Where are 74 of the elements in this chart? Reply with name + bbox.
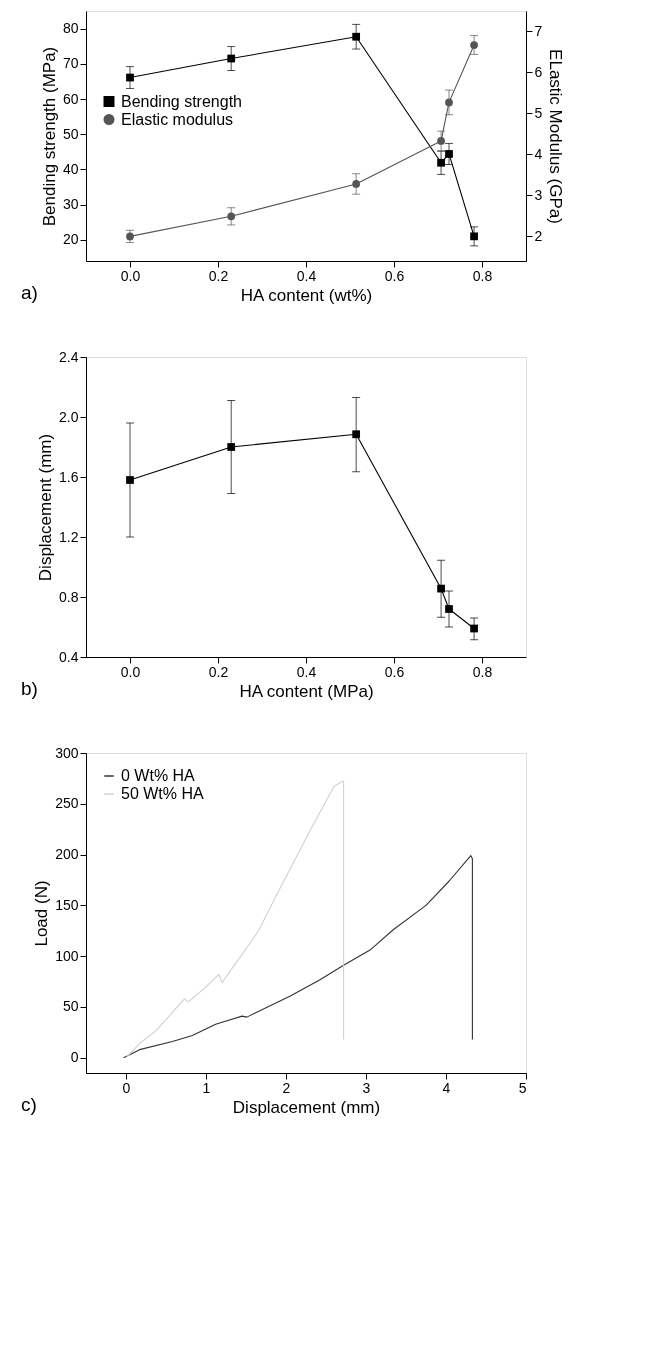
point <box>445 98 453 107</box>
text: b) <box>21 678 38 699</box>
text: c) <box>21 1094 37 1115</box>
y-tick-label: 0 <box>70 1049 79 1066</box>
line-series <box>123 855 473 1059</box>
y-tick-label: 40 <box>62 160 79 177</box>
point <box>227 443 236 451</box>
y-tick-label: 2.4 <box>59 348 79 365</box>
y-tick-label: 2.0 <box>59 408 79 425</box>
x-axis-title: HA content (MPa) <box>239 681 374 701</box>
point <box>445 150 453 158</box>
point <box>437 137 445 145</box>
x-tick-label: 0.2 <box>208 663 229 680</box>
x-tick-label: 0.6 <box>384 663 405 680</box>
y2-tick-label: 3 <box>534 186 543 203</box>
x-tick-label: 0.6 <box>384 267 405 284</box>
y-tick-label: 50 <box>62 125 79 142</box>
point <box>352 430 361 439</box>
y-tick-label: 200 <box>55 846 79 863</box>
x-tick-label: 0.8 <box>472 267 493 284</box>
y2-tick-label: 2 <box>534 227 543 244</box>
x-tick-label: 0.0 <box>120 663 141 680</box>
y-axis-title: Bending strength (MPa) <box>39 46 59 227</box>
legend-label: 50 Wt% HA <box>121 785 205 802</box>
x-tick-label: 0.2 <box>208 267 229 284</box>
x-tick-label: 0.0 <box>120 267 141 284</box>
y-tick-label: 30 <box>62 196 79 213</box>
y2-tick-label: 7 <box>534 22 543 39</box>
point <box>470 624 478 633</box>
y-tick-label: 0.8 <box>59 588 79 605</box>
y-tick-label: 300 <box>55 744 79 761</box>
y-tick-label: 70 <box>62 55 79 72</box>
y2-axis-title: ELastic Modulus (GPa) <box>546 49 566 224</box>
point <box>470 41 478 49</box>
y-tick-label: 80 <box>62 20 79 37</box>
y-tick-label: 20 <box>62 231 79 248</box>
point <box>227 54 236 63</box>
x-tick-label: 0 <box>122 1079 131 1096</box>
x-tick-label: 0.4 <box>296 663 317 680</box>
x-tick-label: 4 <box>442 1079 451 1096</box>
x-tick-label: 3 <box>362 1079 371 1096</box>
y-tick-label: 50 <box>62 998 79 1015</box>
x-tick-label: 0.8 <box>472 663 493 680</box>
point <box>470 232 478 241</box>
x-tick-label: 1 <box>202 1079 211 1096</box>
point <box>126 73 134 82</box>
legend-label: 0 Wt% HA <box>121 767 196 784</box>
legend-label: Elastic modulus <box>121 110 234 128</box>
point <box>352 180 361 188</box>
x-tick-label: 5 <box>518 1079 527 1096</box>
point <box>352 32 361 41</box>
y-tick-label: 1.6 <box>59 468 79 485</box>
legend-label: Bending strength <box>121 92 242 110</box>
point <box>445 605 453 613</box>
y2-tick-label: 4 <box>534 145 543 162</box>
x-tick-label: 0.4 <box>296 267 317 284</box>
y2-tick-label: 6 <box>534 63 543 80</box>
y-tick-label: 60 <box>62 90 79 107</box>
y2-tick-label: 5 <box>534 104 543 121</box>
point <box>227 212 236 221</box>
point <box>437 158 445 167</box>
text: a) <box>21 282 38 303</box>
y-tick-label: 100 <box>55 947 79 964</box>
y-axis-title: Displacement (mm) <box>36 433 56 582</box>
y-axis-title: Load (N) <box>32 880 52 947</box>
y-tick-label: 250 <box>55 795 79 812</box>
y-tick-label: 150 <box>55 896 79 913</box>
x-axis-title: Displacement (mm) <box>232 1097 381 1117</box>
point <box>437 584 445 593</box>
x-axis-title: HA content (wt%) <box>240 285 373 305</box>
y-tick-label: 0.4 <box>59 648 79 665</box>
y-tick-label: 1.2 <box>59 528 79 545</box>
x-tick-label: 2 <box>282 1079 291 1096</box>
point <box>126 476 134 484</box>
